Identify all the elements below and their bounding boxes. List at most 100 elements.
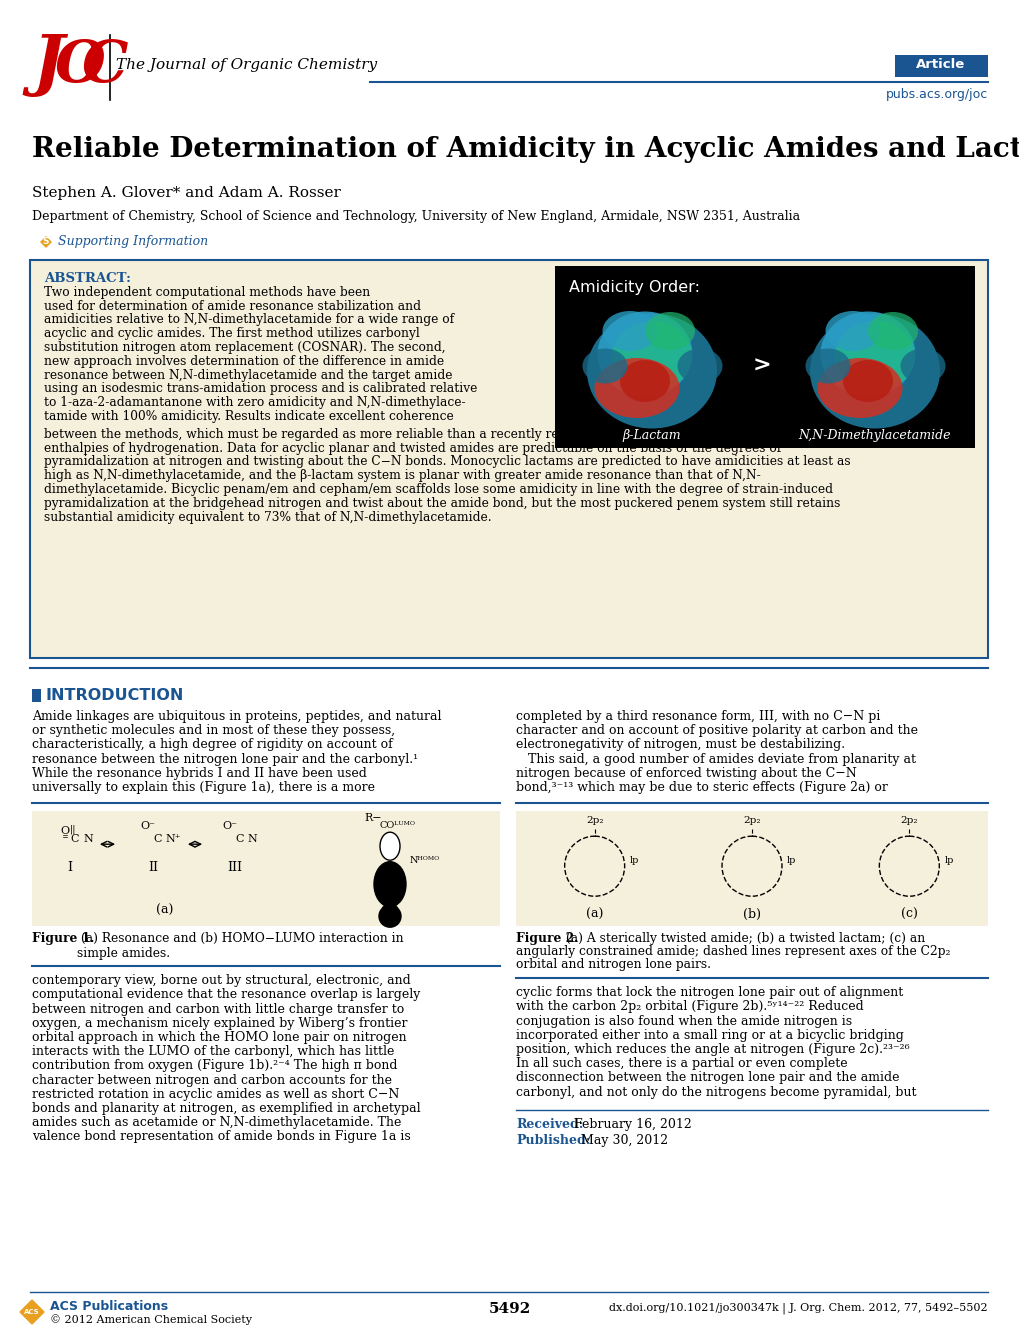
Text: nitrogen because of enforced twisting about the C−N: nitrogen because of enforced twisting ab… [516,767,856,780]
Text: Article: Article [915,57,965,71]
Text: β-Lactam: β-Lactam [622,430,681,442]
Text: carbonyl, and not only do the nitrogens become pyramidal, but: carbonyl, and not only do the nitrogens … [516,1086,916,1099]
Text: 2p₂: 2p₂ [743,816,760,826]
Text: valence bond representation of amide bonds in Figure 1a is: valence bond representation of amide bon… [32,1130,411,1143]
Text: February 16, 2012: February 16, 2012 [574,1118,691,1131]
FancyBboxPatch shape [894,55,987,77]
Text: This said, a good number of amides deviate from planarity at: This said, a good number of amides devia… [516,752,915,766]
Ellipse shape [380,832,399,860]
Text: N: N [247,834,257,844]
Text: ||: || [70,824,76,834]
Text: Published:: Published: [516,1134,590,1147]
FancyBboxPatch shape [30,260,987,658]
Text: position, which reduces the angle at nitrogen (Figure 2c).²³⁻²⁶: position, which reduces the angle at nit… [516,1043,909,1057]
Text: substitution nitrogen atom replacement (COSNAR). The second,: substitution nitrogen atom replacement (… [44,342,445,354]
Text: N: N [83,834,93,844]
Text: ACS Publications: ACS Publications [50,1301,168,1313]
Text: C: C [82,37,128,95]
Text: Reliable Determination of Amidicity in Acyclic Amides and Lactams: Reliable Determination of Amidicity in A… [32,136,1019,163]
Text: O: O [60,826,69,836]
Ellipse shape [842,360,892,402]
Ellipse shape [594,358,679,418]
Text: bonds and planarity at nitrogen, as exemplified in archetypal: bonds and planarity at nitrogen, as exem… [32,1102,420,1115]
Text: enthalpies of hydrogenation. Data for acyclic planar and twisted amides are pred: enthalpies of hydrogenation. Data for ac… [44,442,781,455]
Text: (b): (b) [381,904,398,918]
Text: amides such as acetamide or N,N-dimethylacetamide. The: amides such as acetamide or N,N-dimethyl… [32,1117,401,1129]
Text: dimethylacetamide. Bicyclic penam/em and cepham/em scaffolds lose some amidicity: dimethylacetamide. Bicyclic penam/em and… [44,483,833,496]
Text: pyramidalization at the bridgehead nitrogen and twist about the amide bond, but : pyramidalization at the bridgehead nitro… [44,496,840,510]
Text: (a) Resonance and (b) HOMO−LUMO interaction in
simple amides.: (a) Resonance and (b) HOMO−LUMO interact… [76,932,404,960]
Text: O⁻: O⁻ [141,822,155,831]
Ellipse shape [374,862,406,907]
Text: angularly constrained amide; dashed lines represent axes of the C2p₂: angularly constrained amide; dashed line… [516,946,950,958]
Text: used for determination of amide resonance stabilization and: used for determination of amide resonanc… [44,300,421,312]
Text: Received:: Received: [516,1118,583,1131]
Text: (b): (b) [742,908,760,922]
Text: bond,³⁻¹³ which may be due to steric effects (Figure 2a) or: bond,³⁻¹³ which may be due to steric eff… [516,780,887,794]
Text: INTRODUCTION: INTRODUCTION [46,688,184,703]
Text: COᴸᵁᴹᴼ: COᴸᵁᴹᴼ [380,822,416,830]
Text: high as N,N-dimethylacetamide, and the β-lactam system is planar with greater am: high as N,N-dimethylacetamide, and the β… [44,470,760,482]
Text: using an isodesmic trans-amidation process and is calibrated relative: using an isodesmic trans-amidation proce… [44,383,477,395]
Text: amidicities relative to N,N-dimethylacetamide for a wide range of: amidicities relative to N,N-dimethylacet… [44,313,453,327]
Text: May 30, 2012: May 30, 2012 [581,1134,667,1147]
Text: ACS: ACS [24,1309,40,1315]
Polygon shape [20,1301,44,1325]
Ellipse shape [602,311,657,351]
Text: computational evidence that the resonance overlap is largely: computational evidence that the resonanc… [32,988,420,1002]
Text: orbital approach in which the HOMO lone pair on nitrogen: orbital approach in which the HOMO lone … [32,1031,407,1045]
Text: Supporting Information: Supporting Information [58,235,208,248]
Text: disconnection between the nitrogen lone pair and the amide: disconnection between the nitrogen lone … [516,1071,899,1085]
Text: N,N-Dimethylacetamide: N,N-Dimethylacetamide [798,430,951,442]
Text: 2p₂: 2p₂ [900,816,917,826]
Text: Department of Chemistry, School of Science and Technology, University of New Eng: Department of Chemistry, School of Scien… [32,209,799,223]
Text: resonance between the nitrogen lone pair and the carbonyl.¹: resonance between the nitrogen lone pair… [32,752,418,766]
Text: between the methods, which must be regarded as more reliable than a recently rep: between the methods, which must be regar… [44,428,825,440]
Ellipse shape [379,906,400,927]
Text: universally to explain this (Figure 1a), there is a more: universally to explain this (Figure 1a),… [32,780,375,794]
Text: restricted rotation in acyclic amides as well as short C−N: restricted rotation in acyclic amides as… [32,1087,399,1101]
Text: (a) A sterically twisted amide; (b) a twisted lactam; (c) an: (a) A sterically twisted amide; (b) a tw… [561,932,924,946]
Text: lp: lp [944,856,953,866]
Ellipse shape [805,348,850,383]
Text: incorporated either into a small ring or at a bicyclic bridging: incorporated either into a small ring or… [516,1029,903,1042]
Text: dx.doi.org/10.1021/jo300347k | J. Org. Chem. 2012, 77, 5492–5502: dx.doi.org/10.1021/jo300347k | J. Org. C… [608,1302,987,1314]
Text: character between nitrogen and carbon accounts for the: character between nitrogen and carbon ac… [32,1074,391,1087]
Ellipse shape [809,313,940,428]
Ellipse shape [835,321,914,391]
Text: © 2012 American Chemical Society: © 2012 American Chemical Society [50,1314,252,1325]
Ellipse shape [819,312,915,396]
Text: lp: lp [787,856,796,866]
Text: Figure 1.: Figure 1. [32,932,95,946]
Ellipse shape [586,313,716,428]
Text: II: II [148,862,158,874]
Text: pubs.acs.org/joc: pubs.acs.org/joc [884,88,987,101]
Text: O⁻: O⁻ [222,822,237,831]
Text: The Journal of Organic Chemistry: The Journal of Organic Chemistry [116,57,377,72]
Text: cyclic forms that lock the nitrogen lone pair out of alignment: cyclic forms that lock the nitrogen lone… [516,986,903,999]
Text: Nᴴᴼᴹᴼ: Nᴴᴼᴹᴼ [410,856,440,866]
Text: III: III [227,862,243,874]
Text: conjugation is also found when the amide nitrogen is: conjugation is also found when the amide… [516,1015,851,1027]
Text: lp: lp [629,856,639,866]
Text: C: C [153,834,161,844]
Text: new approach involves determination of the difference in amide: new approach involves determination of t… [44,355,443,368]
Text: O: O [55,37,106,95]
Polygon shape [40,236,52,248]
Text: ABSTRACT:: ABSTRACT: [44,272,130,285]
Text: (a): (a) [585,908,603,922]
Text: N⁺: N⁺ [165,834,180,844]
Text: character and on account of positive polarity at carbon and the: character and on account of positive pol… [516,724,917,738]
Text: contemporary view, borne out by structural, electronic, and: contemporary view, borne out by structur… [32,974,411,987]
Text: >: > [752,356,770,376]
Text: (a): (a) [156,904,173,918]
Text: J: J [32,32,63,97]
FancyBboxPatch shape [516,811,987,926]
FancyBboxPatch shape [32,688,41,702]
Text: characteristically, a high degree of rigidity on account of: characteristically, a high degree of rig… [32,739,392,751]
Text: Two independent computational methods have been: Two independent computational methods ha… [44,285,370,299]
Ellipse shape [611,321,691,391]
Ellipse shape [582,348,627,383]
Text: C: C [234,834,244,844]
Text: In all such cases, there is a partial or even complete: In all such cases, there is a partial or… [516,1058,847,1070]
